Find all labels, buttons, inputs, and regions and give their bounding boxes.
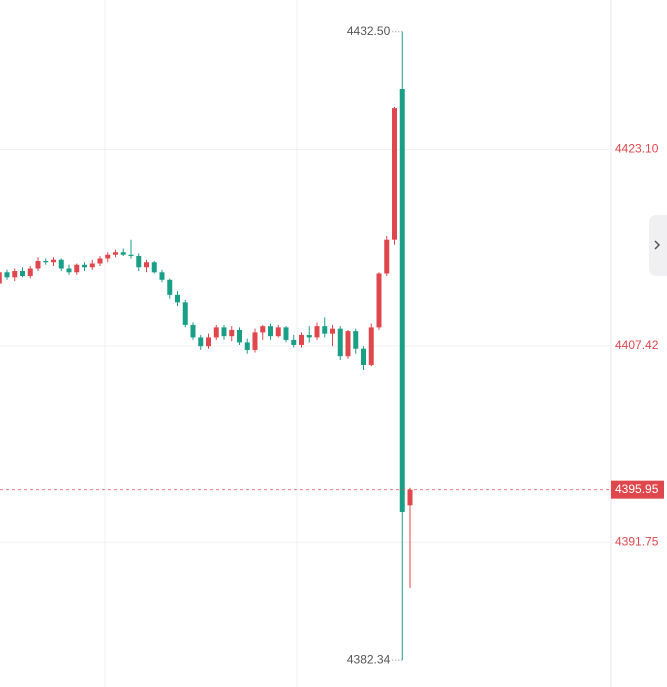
- candle-body: [35, 260, 41, 269]
- candle-body: [198, 337, 204, 347]
- last-price-tag: [611, 480, 664, 499]
- candle-body: [306, 334, 312, 338]
- candle-body: [12, 271, 18, 278]
- candle-body: [136, 255, 142, 268]
- candle-body: [283, 327, 289, 340]
- candle-body: [4, 272, 10, 278]
- candle-body: [74, 264, 80, 273]
- y-tick-label: 4423.10: [615, 142, 659, 156]
- candle-body: [43, 260, 49, 263]
- candle-body: [237, 329, 242, 343]
- candle-body: [128, 254, 134, 256]
- candle-body: [361, 348, 366, 365]
- candle-body: [213, 327, 219, 338]
- candle-body: [345, 331, 351, 357]
- candle-body: [221, 327, 227, 337]
- candle-body: [113, 252, 118, 255]
- candle-body: [368, 327, 374, 365]
- candle-body: [322, 326, 328, 334]
- candle-body: [105, 254, 111, 259]
- candle-body: [392, 108, 397, 240]
- candle-body: [353, 331, 359, 349]
- candle-body: [260, 326, 266, 333]
- candle-body: [151, 262, 157, 273]
- candle-body: [244, 342, 250, 350]
- candle-body: [314, 326, 320, 338]
- candle-body: [337, 328, 343, 357]
- candle-body: [20, 271, 25, 277]
- candle-body: [0, 272, 2, 284]
- candle-body: [82, 264, 87, 268]
- candle-body: [190, 324, 196, 338]
- candle-body: [275, 327, 281, 337]
- annotation-label: 4432.50: [347, 24, 391, 38]
- candle-body: [27, 268, 33, 277]
- y-tick-label: 4407.42: [615, 338, 659, 352]
- candle-body: [144, 262, 149, 268]
- annotation-label: 4382.34: [347, 652, 391, 666]
- candle-body: [407, 489, 413, 506]
- candle-body: [291, 339, 297, 345]
- candle-body: [175, 294, 180, 303]
- candle-body: [376, 273, 382, 328]
- candle-body: [399, 88, 405, 512]
- candle-body: [97, 258, 103, 264]
- chevron-icon[interactable]: [654, 240, 661, 250]
- candle-body: [384, 239, 390, 274]
- candle-body: [299, 334, 304, 345]
- candle-body: [182, 302, 188, 325]
- last-price-label: 4395.95: [615, 482, 659, 496]
- candle-body: [206, 337, 211, 347]
- candle-body: [167, 279, 173, 295]
- plot-area: [0, 31, 611, 661]
- collapse-button[interactable]: [649, 215, 667, 276]
- candle-body: [66, 268, 72, 273]
- candle-body: [51, 259, 56, 263]
- candle-body: [268, 326, 273, 337]
- candle-body: [120, 252, 126, 255]
- candle-body: [58, 259, 64, 269]
- candle-body: [252, 332, 258, 350]
- y-tick-label: 4391.75: [615, 534, 659, 548]
- candle-body: [229, 329, 235, 337]
- candle-body: [159, 272, 165, 280]
- candle-body: [330, 328, 335, 334]
- candle-body: [89, 263, 95, 268]
